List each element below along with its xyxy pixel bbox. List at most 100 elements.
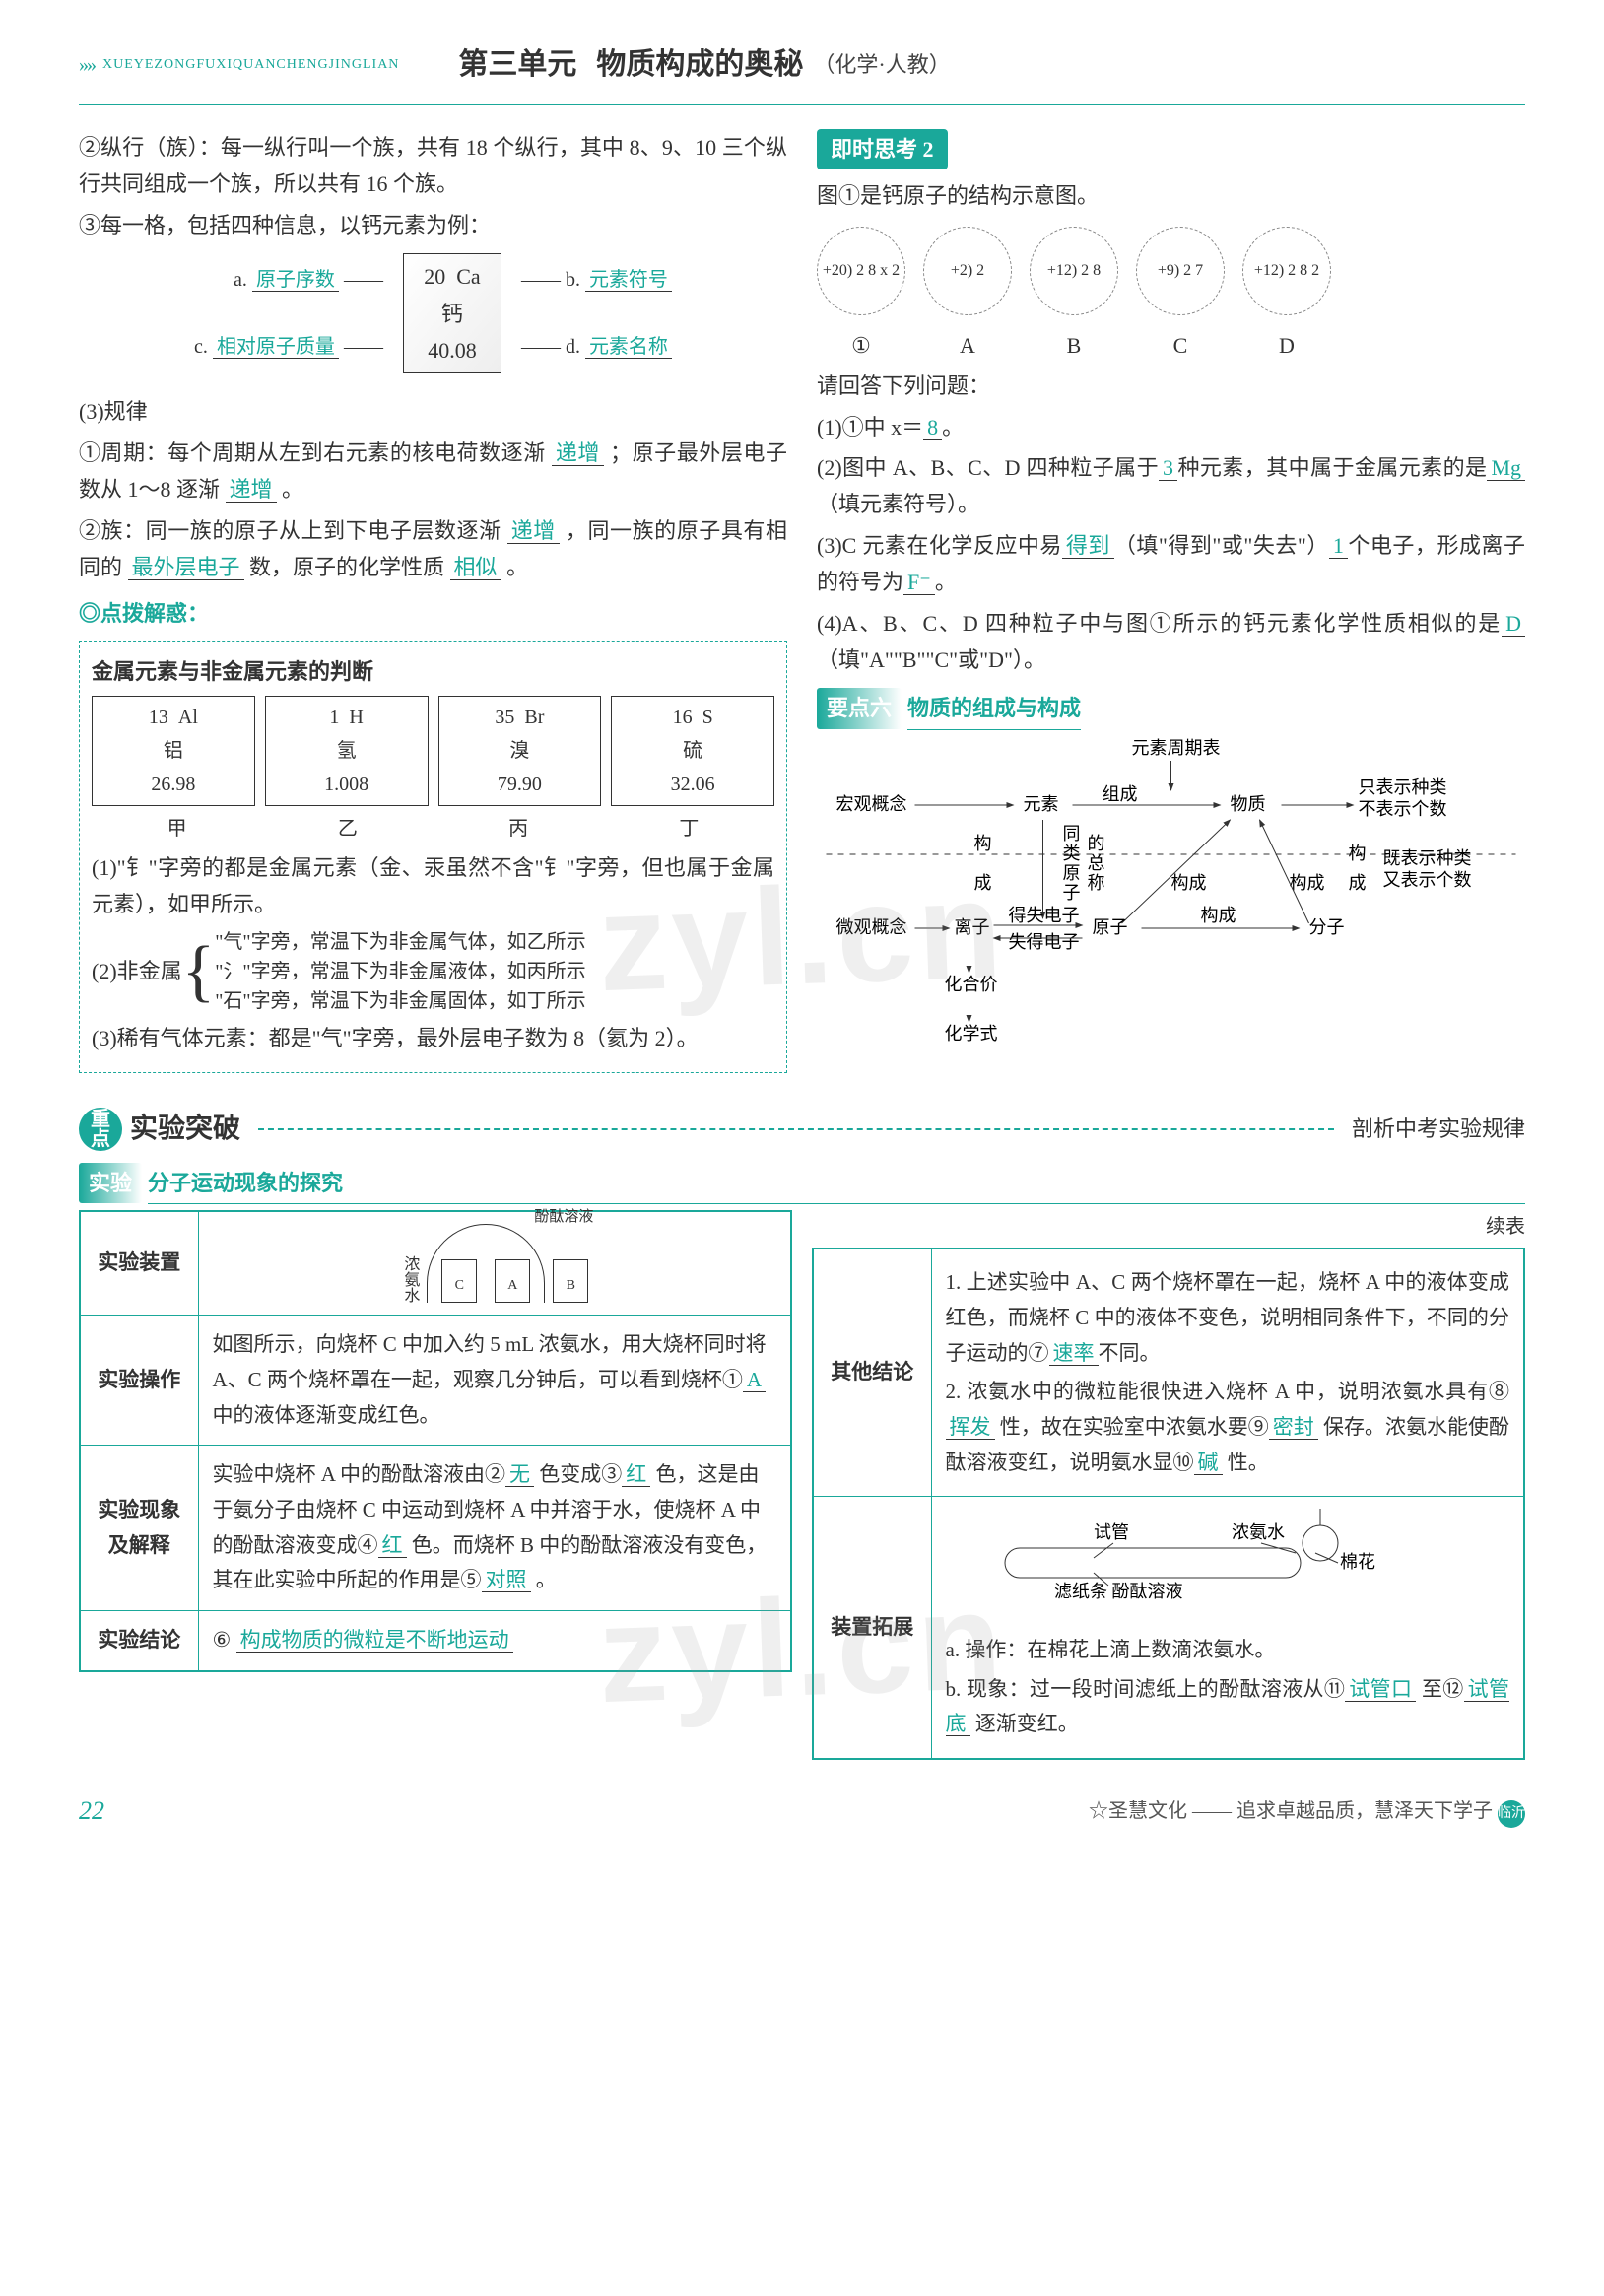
label-d: 元素名称: [585, 336, 672, 359]
svg-text:物质: 物质: [1231, 794, 1266, 814]
other-conclusions: 1. 上述实验中 A、C 两个烧杯罩在一起，烧杯 A 中的液体变成红色，而烧杯 …: [931, 1249, 1524, 1497]
mini-cell: 13 Al铝26.98: [92, 696, 255, 806]
element-card: 20 Ca 钙 40.08: [403, 253, 501, 373]
svg-text:只表示种类: 只表示种类: [1359, 777, 1447, 797]
q1: (1)①中 x＝8。: [817, 409, 1525, 445]
exp-operation: 如图所示，向烧杯 C 中加入约 5 mL 浓氨水，用大烧杯同时将 A、C 两个烧…: [198, 1316, 791, 1446]
exp-phenomenon: 实验中烧杯 A 中的酚酞溶液由②无 色变成③红 色，这是由于氨分子由烧杯 C 中…: [198, 1446, 791, 1611]
exp-conclusion: ⑥ 构成物质的微粒是不断地运动: [198, 1611, 791, 1671]
mini-cell: 1 H氢1.008: [265, 696, 429, 806]
mini-cell: 35 Br溴79.90: [438, 696, 602, 806]
atom-d: +12) 2 8 2: [1242, 227, 1331, 315]
label-a: 原子序数: [252, 269, 339, 292]
svg-text:元素周期表: 元素周期表: [1132, 738, 1221, 758]
element-card-diagram: a. 原子序数 —— c. 相对原子质量 —— 20 Ca 钙 40.08 ——…: [79, 253, 787, 373]
svg-text:既表示种类: 既表示种类: [1383, 848, 1472, 868]
svg-text:化合价: 化合价: [945, 975, 998, 994]
svg-text:子: 子: [1063, 883, 1081, 903]
svg-text:构成: 构成: [1201, 906, 1236, 925]
svg-text:构: 构: [974, 834, 992, 853]
tip-2: (2)非金属 { "气"字旁，常温下为非金属气体，如乙所示 "氵"字旁，常温下为…: [92, 927, 774, 1016]
atom-a: +2) 2: [923, 227, 1012, 315]
svg-text:组成: 组成: [1103, 784, 1138, 804]
svg-text:成: 成: [1349, 873, 1367, 893]
atom-b: +12) 2 8: [1030, 227, 1118, 315]
atom-diagrams: +20) 2 8 x 2 +2) 2 +12) 2 8 +9) 2 7 +12)…: [817, 227, 1525, 315]
point6-header: 要点六 物质的组成与构成: [817, 688, 1525, 729]
mini-elements-row: 13 Al铝26.98 1 H氢1.008 35 Br溴79.90 16 S硫3…: [92, 696, 774, 806]
header-pinyin: XUEYEZONGFUXIQUANCHENGJINGLIAN: [102, 53, 399, 77]
unit-title: 物质构成的奥秘: [596, 39, 803, 90]
svg-text:原: 原: [1063, 863, 1081, 883]
tips-box: 金属元素与非金属元素的判断 13 Al铝26.98 1 H氢1.008 35 B…: [79, 641, 787, 1074]
label-b: 元素符号: [585, 269, 672, 292]
tip-1: (1)"钅"字旁的都是金属元素（金、汞虽然不含"钅"字旁，但也属于金属元素），如…: [92, 849, 774, 923]
experiment-title-row: 实验 分子运动现象的探究: [79, 1163, 1525, 1204]
q4: (4)A、B、C、D 四种粒子中与图①所示的钙元素化学性质相似的是D（填"A""…: [817, 605, 1525, 679]
rule-header: (3)规律: [79, 393, 787, 430]
atom-c: +9) 2 7: [1136, 227, 1225, 315]
svg-text:的: 的: [1088, 834, 1105, 853]
svg-text:微观概念: 微观概念: [836, 916, 907, 937]
svg-text:化学式: 化学式: [945, 1024, 998, 1044]
label-c: 相对原子质量: [213, 336, 339, 359]
rule-group: ②族：同一族的原子从上到下电子层数逐渐 递增 ，同一族的原子具有相同的 最外层电…: [79, 512, 787, 586]
para-zu: ②纵行（族）：每一纵行叫一个族，共有 18 个纵行，其中 8、9、10 三个纵行…: [79, 129, 787, 203]
svg-text:得失电子: 得失电子: [1009, 906, 1080, 925]
experiment-section-header: 重点 实验突破 剖析中考实验规律: [79, 1106, 1525, 1153]
svg-text:浓氨水: 浓氨水: [1232, 1522, 1285, 1542]
header-rule: [79, 104, 1525, 105]
svg-text:棉花: 棉花: [1340, 1552, 1375, 1572]
svg-text:总: 总: [1088, 853, 1105, 873]
tips-header: ◎点拨解惑：: [79, 595, 787, 632]
svg-text:离子: 离子: [955, 917, 990, 937]
tip-3: (3)稀有气体元素：都是"气"字旁，最外层电子数为 8（氦为 2）。: [92, 1020, 774, 1056]
svg-text:不表示个数: 不表示个数: [1359, 799, 1447, 819]
composition-diagram: 元素周期表 宏观概念 元素 组成 物质 只表示种类不表示个数 同类原子 的总称 …: [817, 736, 1525, 1051]
svg-text:原子: 原子: [1093, 917, 1128, 937]
apparatus-extension: 试管 浓氨水 棉花 滤纸条 酚酞溶液 a. 操作：在棉花上滴上数滴浓氨水。 b.…: [931, 1497, 1524, 1759]
rule-period: ①周期：每个周期从左到右元素的核电荷数逐渐 递增 ；原子最外层电子数从 1～8 …: [79, 435, 787, 508]
svg-text:试管: 试管: [1094, 1522, 1129, 1542]
svg-text:构成: 构成: [1171, 873, 1207, 893]
para-cell-intro: ③每一格，包括四种信息，以钙元素为例：: [79, 207, 787, 243]
svg-text:类: 类: [1063, 844, 1081, 863]
r-intro: 图①是钙原子的结构示意图。: [817, 177, 1525, 214]
page-header: »» XUEYEZONGFUXIQUANCHENGJINGLIAN 第三单元 物…: [79, 39, 1525, 90]
q2: (2)图中 A、B、C、D 四种粒子属于3种元素，其中属于金属元素的是Mg（填元…: [817, 449, 1525, 523]
svg-text:失得电子: 失得电子: [1009, 932, 1080, 952]
left-column: ②纵行（族）：每一纵行叫一个族，共有 18 个纵行，其中 8、9、10 三个纵行…: [79, 125, 787, 1081]
page-footer: 22 ☆圣慧文化 —— 追求卓越品质，慧泽天下学子 临沂: [79, 1790, 1525, 1833]
footer-stamp: 临沂: [1498, 1800, 1525, 1828]
row-lbl: 实验装置: [80, 1211, 198, 1316]
svg-text:宏观概念: 宏观概念: [836, 793, 907, 814]
mini-labels: 甲乙 丙丁: [92, 812, 774, 845]
atom-1: +20) 2 8 x 2: [817, 227, 905, 315]
right-column: 即时思考 2 图①是钙原子的结构示意图。 +20) 2 8 x 2 +2) 2 …: [817, 125, 1525, 1081]
q3: (3)C 元素在化学反应中易得到（填"得到"或"失去"）1个电子，形成离子的符号…: [817, 527, 1525, 601]
footer-slogan: ☆圣慧文化 —— 追求卓越品质，慧泽天下学子: [1089, 1800, 1493, 1822]
brace-icon: {: [182, 944, 216, 999]
exp-table-left: 实验装置 浓氨水 酚酞溶液 实验操作 如图所示，: [79, 1210, 792, 1672]
tips-box-header: 金属元素与非金属元素的判断: [92, 653, 774, 690]
svg-text:称: 称: [1088, 873, 1105, 893]
svg-text:同: 同: [1063, 824, 1081, 844]
unit-label: 第三单元: [458, 39, 576, 90]
tube-figure: 试管 浓氨水 棉花 滤纸条 酚酞溶液: [946, 1509, 1510, 1617]
page-number: 22: [79, 1790, 104, 1833]
exp-table-right: 续表 其他结论 1. 上述实验中 A、C 两个烧杯罩在一起，烧杯 A 中的液体变…: [812, 1210, 1525, 1760]
r-answer-intro: 请回答下列问题：: [817, 368, 1525, 404]
instant-think-header: 即时思考 2: [817, 129, 948, 169]
subject-label: （化学·人教）: [813, 46, 950, 83]
svg-text:滤纸条 酚酞溶液: 滤纸条 酚酞溶液: [1054, 1582, 1183, 1601]
svg-text:元素: 元素: [1024, 794, 1059, 814]
svg-text:构: 构: [1349, 844, 1367, 863]
badge-icon: 重点: [79, 1108, 122, 1151]
svg-text:又表示个数: 又表示个数: [1383, 870, 1472, 890]
atom-labels: ①A BCD: [817, 327, 1525, 364]
svg-text:构成: 构成: [1290, 873, 1325, 893]
apparatus-figure: 浓氨水 酚酞溶液: [198, 1211, 791, 1316]
mini-cell: 16 S硫32.06: [611, 696, 774, 806]
svg-text:分子: 分子: [1309, 917, 1345, 937]
header-arrows: »»: [79, 48, 95, 82]
